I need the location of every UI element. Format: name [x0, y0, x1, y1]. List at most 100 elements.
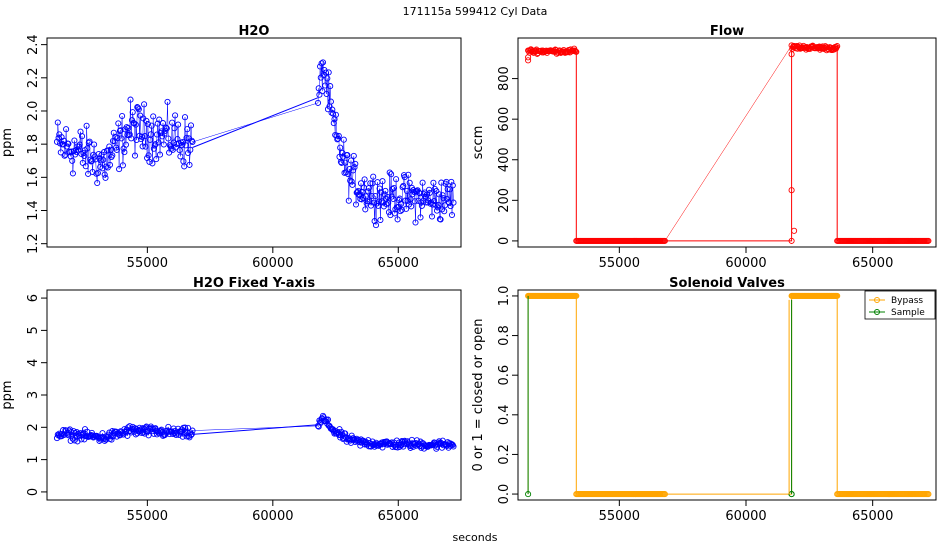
- data-point: [362, 206, 369, 213]
- data-point: [394, 216, 401, 223]
- data-point: [178, 142, 185, 149]
- data-point: [417, 214, 424, 221]
- data-point: [141, 133, 148, 140]
- data-point: [94, 179, 101, 187]
- x-axis-label-seconds: seconds: [452, 531, 498, 544]
- data-point: [370, 173, 377, 180]
- data-point: [174, 136, 181, 143]
- data-point: [430, 179, 437, 186]
- data-point: [53, 138, 61, 145]
- y-tick-label: 600: [497, 107, 512, 132]
- data-point: [177, 153, 184, 160]
- data-point: [95, 150, 102, 158]
- data-point: [364, 198, 371, 205]
- data-point: [405, 171, 412, 178]
- y-tick-label: 1.6: [26, 167, 41, 188]
- data-point: [803, 46, 810, 53]
- data-point: [436, 191, 443, 198]
- data-point: [132, 121, 139, 128]
- data-point: [130, 426, 137, 433]
- data-point: [439, 192, 446, 199]
- plot-area: [53, 59, 457, 229]
- data-point: [412, 219, 419, 226]
- data-point: [428, 213, 436, 220]
- data-point: [171, 125, 178, 132]
- data-point: [181, 114, 189, 121]
- y-tick-label: 0.0: [497, 484, 512, 505]
- data-point: [159, 120, 167, 127]
- data-point: [105, 147, 112, 154]
- plot-area: [525, 42, 932, 244]
- data-point: [376, 185, 383, 192]
- data-point: [111, 138, 118, 145]
- data-point: [83, 122, 90, 129]
- y-tick-label: 5: [26, 326, 41, 334]
- y-tick-label: 2.0: [26, 101, 41, 122]
- data-point: [106, 143, 113, 150]
- panel-top-left: H2O 55000 60000 65000 1.2 1.4 1.6 1.8 2.0 2.2 2.4 p…: [0, 24, 462, 271]
- data-point: [338, 428, 345, 436]
- plot-area: [53, 412, 457, 452]
- data-point: [110, 129, 117, 136]
- data-point: [357, 442, 364, 449]
- legend-swatch-point: [874, 297, 880, 303]
- data-point: [390, 195, 397, 203]
- data-point: [360, 194, 367, 202]
- figure-title: 171115a 599412 Cyl Data: [402, 5, 548, 18]
- plot-frame: [517, 289, 937, 501]
- data-point: [429, 201, 436, 208]
- data-point: [99, 430, 106, 437]
- data-point: [335, 132, 342, 139]
- data-point: [150, 113, 157, 120]
- data-point: [352, 160, 359, 167]
- data-point: [109, 152, 116, 159]
- data-point: [365, 188, 372, 195]
- data-point: [329, 106, 336, 113]
- data-point: [342, 430, 349, 437]
- data-point: [164, 98, 171, 105]
- data-point: [322, 69, 329, 76]
- data-point: [108, 436, 115, 443]
- data-point: [146, 158, 153, 165]
- data-point: [366, 198, 373, 205]
- data-point: [391, 210, 398, 217]
- data-point: [183, 134, 190, 141]
- panel-bottom-left: H2O Fixed Y-axis 55000 60000 65000 0 1 2 3 4 5 6 pp…: [0, 276, 462, 524]
- data-point: [148, 122, 155, 129]
- y-tick-label: 800: [497, 66, 512, 91]
- data-point: [107, 146, 114, 153]
- data-point: [189, 138, 196, 146]
- x-tick-label: 65000: [852, 509, 893, 524]
- panel-title: H2O Fixed Y-axis: [193, 276, 315, 291]
- data-point: [398, 200, 405, 208]
- x-tick-label: 60000: [252, 509, 293, 524]
- x-tick-label: 55000: [127, 509, 168, 524]
- data-point: [138, 133, 145, 140]
- data-point: [113, 146, 120, 153]
- data-point: [327, 83, 334, 90]
- plot-area: [525, 292, 932, 498]
- data-point: [181, 163, 188, 170]
- data-point: [182, 142, 189, 149]
- data-point: [135, 428, 142, 435]
- y-tick-label: 0: [497, 237, 512, 245]
- panel-top-right: Flow 55000 60000 65000 0 200 400 600 800 sccm: [471, 24, 937, 271]
- data-point: [82, 163, 89, 170]
- data-point: [69, 170, 76, 177]
- data-point-bypass: [834, 292, 841, 299]
- y-tick-label: 2.4: [26, 34, 41, 55]
- panel-title: Flow: [710, 24, 744, 39]
- data-point: [78, 133, 86, 140]
- data-point: [71, 137, 78, 144]
- data-point: [147, 136, 154, 143]
- data-point: [69, 435, 76, 442]
- data-point: [163, 125, 170, 132]
- data-point: [389, 185, 396, 193]
- data-point: [135, 106, 142, 113]
- data-point: [396, 195, 403, 202]
- data-point: [189, 427, 196, 434]
- data-point: [788, 237, 795, 244]
- data-point: [94, 433, 101, 440]
- data-point: [145, 432, 152, 439]
- data-point: [379, 178, 386, 185]
